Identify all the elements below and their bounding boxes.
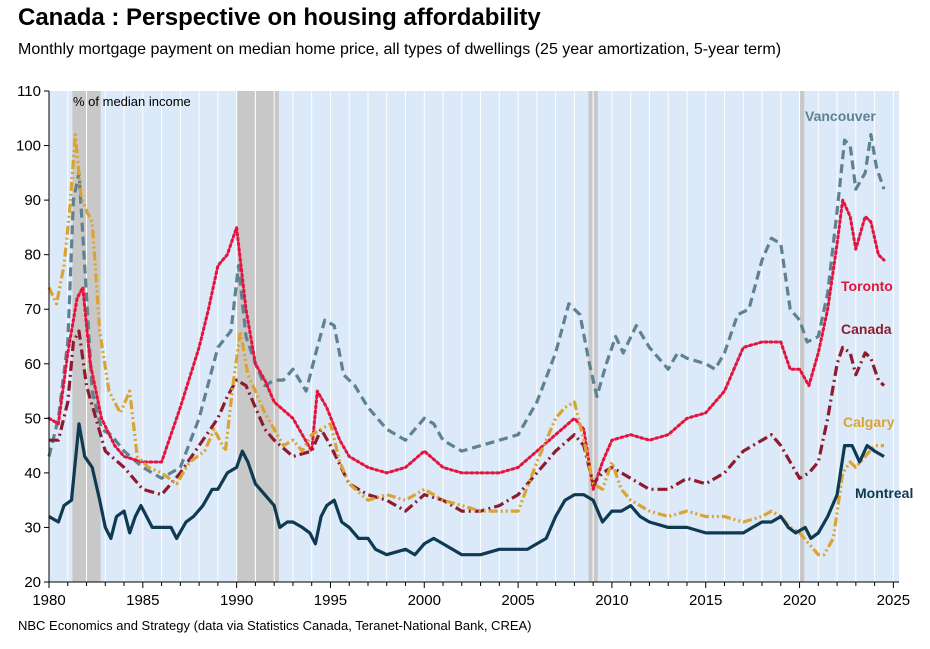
y-tick-label: 70 [24,301,41,318]
x-tick-label: 2010 [595,592,628,609]
series-line-toronto [47,198,886,491]
x-tick-label: 2000 [408,592,441,609]
x-tick-label: 1980 [32,592,65,609]
series-line-vancouver [47,133,886,480]
x-tick-label: 1990 [220,592,253,609]
x-tick-label: 1985 [126,592,159,609]
series-labels: Vancouver Toronto Canada Calgary Montreal [805,108,913,501]
y-tick-label: 30 [24,519,41,536]
y-tick-label: 40 [24,465,41,482]
series-line-montreal [48,422,885,557]
recession-band [799,91,805,582]
recession-bands [48,91,894,582]
series-label-calgary: Calgary [843,414,895,430]
series-label-toronto: Toronto [841,278,893,294]
series-label-vancouver: Vancouver [805,108,876,124]
x-tick-label: 2005 [501,592,534,609]
y-tick-label: 90 [24,192,41,209]
chart-subtitle: Monthly mortgage payment on median home … [18,41,782,58]
recession-band [236,91,279,582]
x-tick-label: 1995 [314,592,347,609]
y-tick-label: 60 [24,356,41,373]
x-tick-label: 2025 [877,592,910,609]
plot-background [49,91,899,582]
x-tick-label: 2015 [689,592,722,609]
y-tick-label: 50 [24,410,41,427]
axes: 20 30 40 50 60 70 80 90 100 110 1980 1985 1990 1995 20… [16,83,910,609]
y-tick-label: 20 [24,574,41,591]
chart-title: Canada : Perspective on housing affordab… [18,4,541,31]
y-axis-unit-label: % of median income [73,94,191,109]
y-tick-label: 100 [16,138,41,155]
series-label-canada: Canada [841,321,892,337]
series-label-montreal: Montreal [855,485,913,501]
y-tick-label: 80 [24,247,41,264]
series-line-canada [49,329,886,513]
source-note: NBC Economics and Strategy (data via Sta… [18,618,532,633]
y-tick-label: 110 [17,83,41,100]
series-lines [47,133,886,557]
x-tick-label: 2020 [783,592,816,609]
